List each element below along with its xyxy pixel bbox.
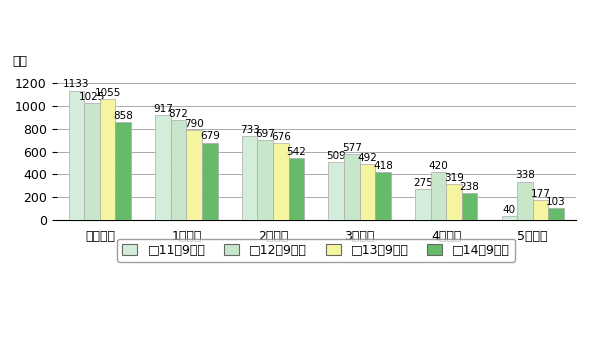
Text: 676: 676 [271,132,291,142]
Bar [273,143,288,220]
Bar [359,164,375,220]
Text: 492: 492 [358,153,377,163]
Text: 319: 319 [444,173,464,183]
Text: 177: 177 [531,189,550,199]
Text: 238: 238 [460,182,479,192]
Text: 858: 858 [113,111,133,121]
Text: 509: 509 [326,151,346,161]
Text: 697: 697 [255,129,275,139]
Bar [517,182,532,220]
Text: 542: 542 [287,147,306,157]
Text: 420: 420 [428,161,448,171]
Bar [258,140,273,220]
Text: 103: 103 [546,197,566,207]
Bar [202,142,217,220]
Bar [502,216,517,220]
Bar [462,193,478,220]
Bar [115,122,131,220]
Bar [69,90,85,220]
Text: 40: 40 [503,205,516,215]
Bar [431,172,446,220]
Text: 338: 338 [515,170,535,181]
Text: 733: 733 [240,125,259,135]
Bar [446,184,462,220]
Text: 1025: 1025 [79,92,105,102]
Bar [375,172,391,220]
Text: 1055: 1055 [95,88,121,98]
Bar [532,200,548,220]
Text: 917: 917 [153,104,173,114]
Text: 790: 790 [184,119,204,129]
Legend: □11年9月時, □12年9月時, □13年9月時, □14年9月時: □11年9月時, □12年9月時, □13年9月時, □14年9月時 [118,239,515,262]
Bar [415,189,431,220]
Bar [548,208,564,220]
Bar [344,154,359,220]
Bar [100,100,115,220]
Bar [85,103,100,220]
Text: 275: 275 [413,177,433,188]
Bar [171,120,186,220]
Y-axis label: 億円: 億円 [13,55,28,68]
Text: 872: 872 [168,109,189,119]
Text: 577: 577 [342,143,362,153]
Text: 1133: 1133 [63,80,90,89]
Bar [242,136,258,220]
Text: 【ひとつのシミュレーション作成時における基金残高の状況】: 【ひとつのシミュレーション作成時における基金残高の状況】 [216,22,440,35]
Text: 418: 418 [373,161,393,171]
Bar [329,162,344,220]
Text: 679: 679 [200,131,220,141]
Bar [155,115,171,220]
Bar [288,158,304,220]
Bar [186,130,202,220]
